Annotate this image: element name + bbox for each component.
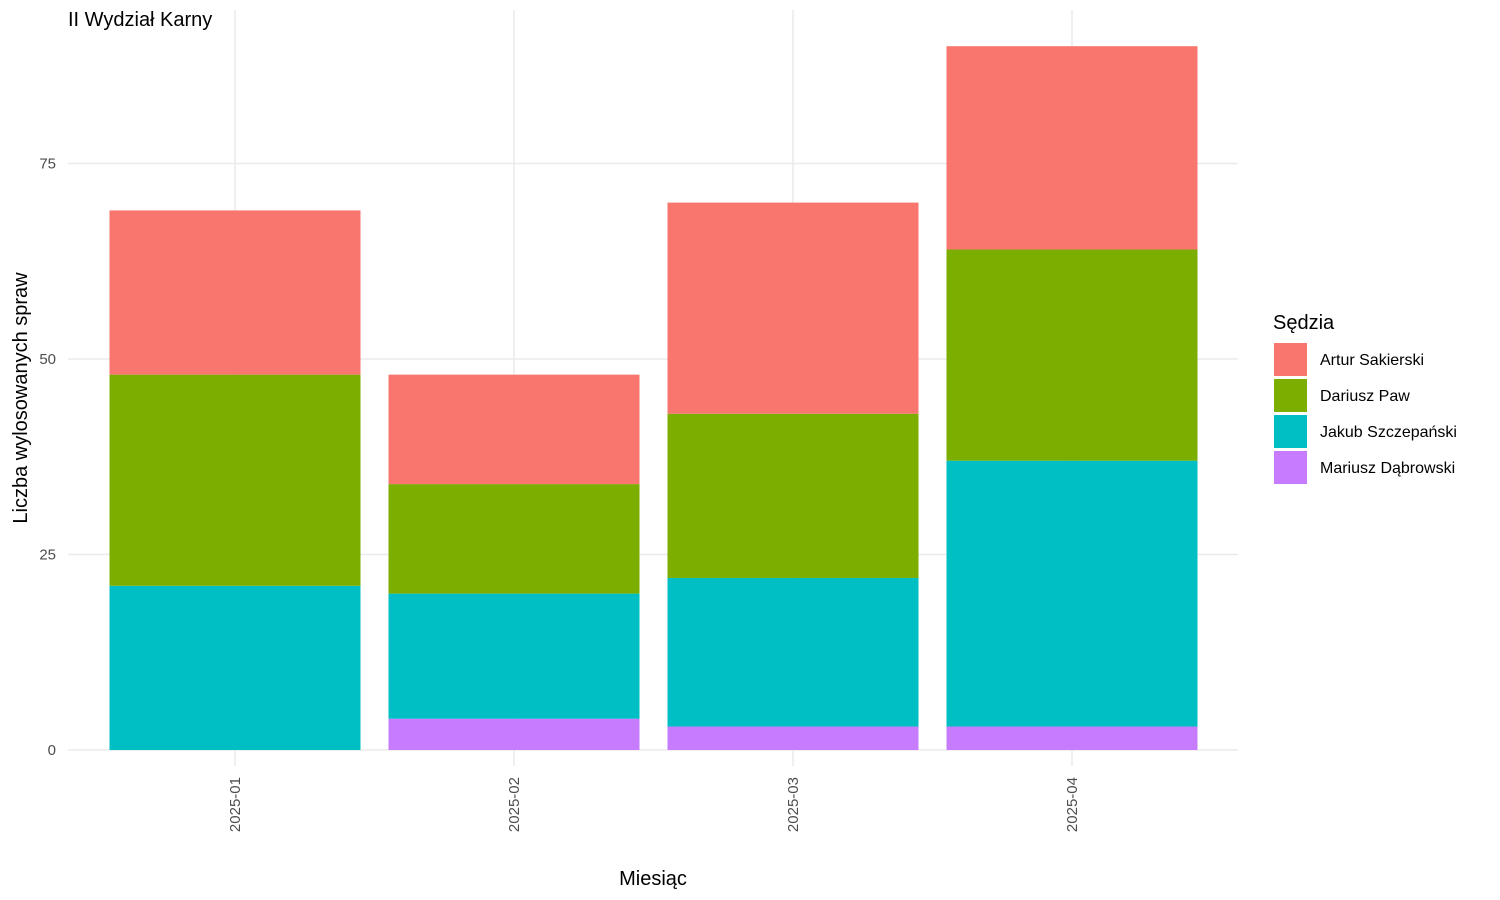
x-axis-title: Miesiąc <box>619 868 687 890</box>
chart-title: II Wydział Karny <box>68 9 212 31</box>
legend-label-artur-sakierski: Artur Sakierski <box>1320 352 1424 369</box>
bar-2025-01-jakub-szczepański <box>109 585 361 750</box>
y-axis-ticks: 0 25 50 75 <box>39 156 56 760</box>
legend-label-mariusz-dąbrowski: Mariusz Dąbrowski <box>1320 460 1455 477</box>
legend-key-mariusz-dąbrowski <box>1274 451 1307 484</box>
bar-2025-01-artur-sakierski <box>109 210 361 375</box>
legend-label-jakub-szczepański: Jakub Szczepański <box>1320 424 1457 441</box>
legend-label-dariusz-paw: Dariusz Paw <box>1320 388 1410 405</box>
x-axis-ticks: 2025-01 2025-02 2025-03 2025-04 <box>227 777 1081 832</box>
x-tick-label-2025-02: 2025-02 <box>506 777 523 832</box>
bar-2025-02-jakub-szczepański <box>388 593 640 719</box>
y-axis-title: Liczba wylosowanych spraw <box>10 272 32 524</box>
y-tick-label-50: 50 <box>39 351 56 368</box>
legend: Sędzia Artur Sakierski Dariusz Paw Jakub S… <box>1273 312 1457 484</box>
bar-2025-02-artur-sakierski <box>388 374 640 485</box>
x-tick-label-2025-03: 2025-03 <box>785 777 802 832</box>
legend-key-dariusz-paw <box>1274 379 1307 412</box>
bar-2025-02-mariusz-dąbrowski <box>388 718 640 750</box>
y-tick-label-0: 0 <box>48 742 56 759</box>
bar-2025-04-jakub-szczepański <box>946 460 1198 727</box>
y-tick-label-25: 25 <box>39 547 56 564</box>
bar-2025-01-dariusz-paw <box>109 374 361 586</box>
legend-key-artur-sakierski <box>1274 343 1307 376</box>
bar-2025-03-jakub-szczepański <box>667 577 919 727</box>
bar-2025-03-artur-sakierski <box>667 202 919 414</box>
y-tick-label-75: 75 <box>39 156 56 173</box>
bar-2025-04-mariusz-dąbrowski <box>946 726 1198 750</box>
legend-key-jakub-szczepański <box>1274 415 1307 448</box>
bar-2025-03-mariusz-dąbrowski <box>667 726 919 750</box>
bar-2025-02-dariusz-paw <box>388 484 640 594</box>
bar-2025-04-artur-sakierski <box>946 46 1198 250</box>
legend-title: Sędzia <box>1273 312 1335 334</box>
bar-2025-04-dariusz-paw <box>946 249 1198 461</box>
x-tick-label-2025-01: 2025-01 <box>227 777 244 832</box>
x-tick-label-2025-04: 2025-04 <box>1064 777 1081 832</box>
bars <box>109 46 1198 750</box>
bar-2025-03-dariusz-paw <box>667 413 919 578</box>
